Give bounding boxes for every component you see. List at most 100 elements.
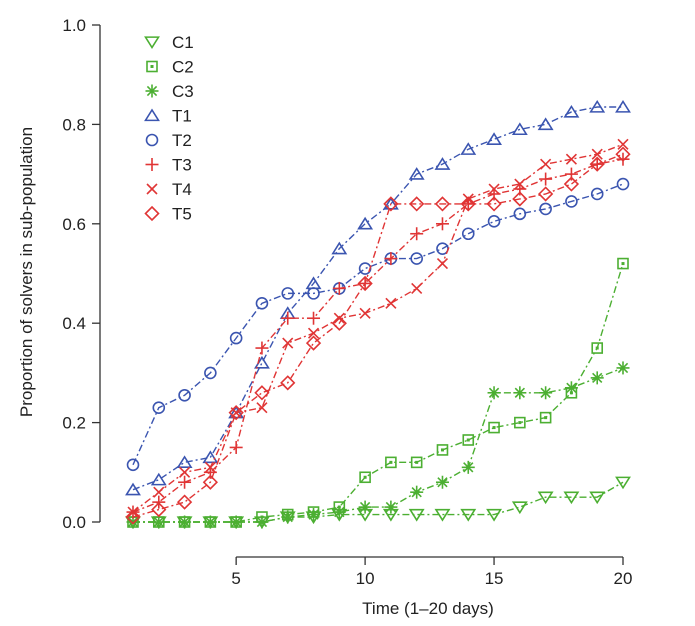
data-point-t5 bbox=[176, 494, 193, 510]
x-tick-label: 20 bbox=[614, 569, 633, 588]
data-point-t3 bbox=[281, 311, 295, 325]
data-point-t3 bbox=[229, 440, 243, 454]
data-point-c1 bbox=[589, 491, 606, 505]
data-point-t1 bbox=[202, 450, 219, 464]
data-point-t4 bbox=[462, 193, 474, 205]
x-tick-label: 15 bbox=[485, 569, 504, 588]
data-point-t2 bbox=[410, 252, 423, 265]
data-point-t1 bbox=[254, 355, 270, 369]
data-point-c1 bbox=[537, 491, 554, 505]
data-point-t4 bbox=[436, 257, 449, 270]
data-point-t5 bbox=[228, 405, 244, 421]
data-point-t1 bbox=[460, 142, 477, 155]
legend-item-c1: C1 bbox=[144, 33, 194, 52]
legend-marker-t1 bbox=[144, 108, 160, 122]
data-point-c2 bbox=[436, 444, 449, 456]
data-point-c2 bbox=[410, 456, 423, 469]
data-point-t2 bbox=[358, 262, 372, 275]
x-axis-title: Time (1–20 days) bbox=[362, 599, 494, 618]
legend-label-c3: C3 bbox=[172, 82, 194, 101]
data-point-t4 bbox=[411, 282, 423, 294]
data-point-t1 bbox=[176, 455, 193, 469]
legend-label-c2: C2 bbox=[172, 58, 194, 77]
legend-item-t4: T4 bbox=[146, 180, 192, 199]
data-point-c3 bbox=[229, 515, 243, 529]
y-tick-label: 1.0 bbox=[62, 16, 86, 35]
data-point-t5 bbox=[383, 196, 399, 212]
legend-marker-t5 bbox=[144, 205, 160, 222]
y-tick-label: 0.2 bbox=[62, 414, 86, 433]
data-point-t5 bbox=[280, 375, 296, 391]
x-tick-label: 10 bbox=[356, 569, 375, 588]
data-point-c3 bbox=[307, 508, 321, 522]
data-point-c2 bbox=[385, 456, 397, 469]
legend-label-t5: T5 bbox=[172, 205, 192, 224]
data-point-t1 bbox=[434, 157, 451, 170]
legend-marker-t3 bbox=[145, 158, 159, 171]
data-point-t3 bbox=[178, 475, 192, 489]
data-point-c3 bbox=[281, 510, 295, 524]
data-point-t5 bbox=[305, 335, 322, 351]
data-point-c3 bbox=[616, 361, 630, 375]
data-point-t2 bbox=[590, 187, 604, 201]
legend-marker-c2 bbox=[146, 60, 158, 73]
data-point-t1 bbox=[615, 99, 631, 113]
data-point-c2 bbox=[617, 257, 629, 270]
data-point-t1 bbox=[382, 196, 399, 210]
data-point-c3 bbox=[332, 505, 346, 519]
data-point-t1 bbox=[537, 117, 554, 131]
data-point-c2 bbox=[591, 342, 604, 354]
data-point-c1 bbox=[511, 501, 528, 515]
data-point-t2 bbox=[229, 331, 243, 345]
data-point-t1 bbox=[150, 472, 167, 486]
data-point-c2 bbox=[462, 434, 475, 446]
data-point-t1 bbox=[331, 241, 348, 255]
data-point-c3 bbox=[203, 515, 217, 529]
legend-item-t3: T3 bbox=[145, 156, 192, 175]
legend-label-t1: T1 bbox=[172, 107, 192, 126]
x-tick-label: 5 bbox=[231, 569, 240, 588]
data-point-t2 bbox=[461, 227, 475, 241]
data-point-t5 bbox=[151, 501, 167, 518]
data-point-c3 bbox=[487, 386, 501, 400]
data-point-t1 bbox=[511, 122, 528, 136]
data-point-t2 bbox=[616, 177, 630, 191]
data-point-t4 bbox=[488, 183, 500, 195]
legend-marker-t4 bbox=[146, 183, 158, 195]
data-point-t5 bbox=[125, 509, 141, 525]
data-point-t5 bbox=[563, 176, 580, 192]
data-point-t5 bbox=[331, 315, 347, 331]
data-point-t1 bbox=[125, 482, 141, 496]
y-tick-label: 0.8 bbox=[62, 115, 86, 134]
data-point-t2 bbox=[281, 287, 295, 300]
data-point-c3 bbox=[384, 500, 398, 514]
data-point-t3 bbox=[539, 172, 553, 186]
data-point-c3 bbox=[435, 475, 449, 489]
data-point-t5 bbox=[254, 385, 270, 401]
data-point-c3 bbox=[539, 386, 553, 400]
data-point-t5 bbox=[589, 156, 605, 172]
data-point-c3 bbox=[126, 515, 140, 529]
data-point-c3 bbox=[461, 460, 475, 474]
legend-marker-c3 bbox=[145, 84, 159, 98]
series-line-c3 bbox=[133, 367, 624, 523]
legend-item-t5: T5 bbox=[144, 205, 192, 224]
data-point-t4 bbox=[617, 138, 629, 150]
data-point-t2 bbox=[565, 195, 578, 208]
series-line-c1 bbox=[133, 481, 624, 523]
legend-label-t2: T2 bbox=[172, 131, 192, 150]
data-point-t2 bbox=[487, 215, 501, 228]
plot-area: 0.0 0.2 0.4 0.6 0.8 1.0 5 10 15 20 bbox=[62, 16, 632, 588]
data-point-c1 bbox=[434, 508, 451, 522]
data-point-c3 bbox=[564, 381, 578, 395]
data-point-c3 bbox=[358, 500, 372, 514]
data-point-c2 bbox=[539, 411, 552, 424]
data-point-c2 bbox=[488, 421, 500, 434]
legend-label-c1: C1 bbox=[172, 33, 194, 52]
legend-marker-c1 bbox=[144, 36, 160, 50]
data-point-t2 bbox=[152, 401, 166, 414]
legend-label-t3: T3 bbox=[172, 156, 192, 175]
data-point-t4 bbox=[204, 461, 216, 473]
data-point-t4 bbox=[514, 178, 526, 190]
